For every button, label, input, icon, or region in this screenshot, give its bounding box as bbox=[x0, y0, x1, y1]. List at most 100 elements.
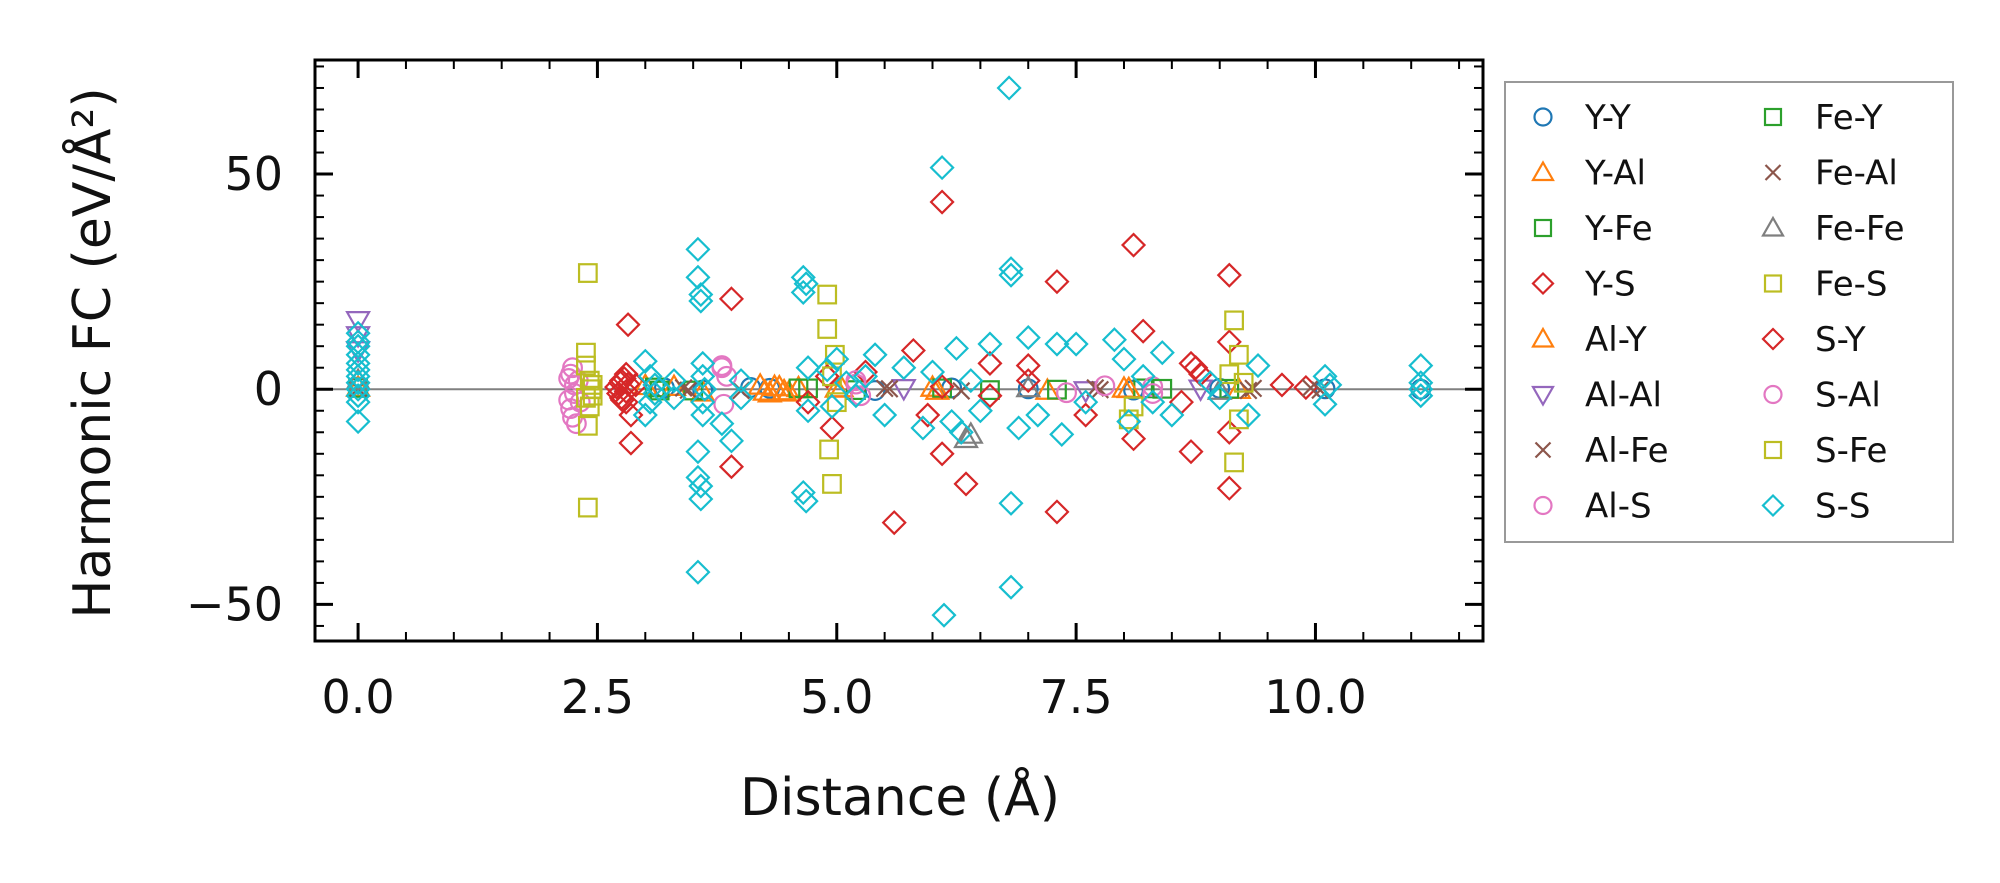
legend-item-fe-y: Fe-Y bbox=[1763, 98, 1883, 138]
legend-label: Al-S bbox=[1585, 487, 1652, 527]
legend-marker bbox=[1531, 326, 1555, 348]
data-point bbox=[872, 402, 898, 428]
data-point bbox=[953, 425, 979, 449]
data-point bbox=[1044, 331, 1070, 357]
data-point bbox=[615, 312, 641, 338]
data-point bbox=[577, 497, 598, 518]
legend-label: Fe-Y bbox=[1815, 98, 1883, 138]
data-point bbox=[1197, 370, 1223, 396]
data-point bbox=[952, 381, 971, 400]
data-point bbox=[819, 393, 845, 420]
data-point bbox=[661, 385, 687, 411]
data-point bbox=[582, 385, 603, 406]
data-point bbox=[1130, 318, 1156, 344]
data-point bbox=[862, 342, 888, 368]
data-point bbox=[967, 398, 993, 424]
legend-label: S-Y bbox=[1815, 320, 1866, 360]
data-point bbox=[880, 379, 899, 398]
data-point bbox=[1121, 426, 1147, 452]
data-point bbox=[977, 350, 1003, 376]
data-point bbox=[1073, 402, 1099, 428]
data-point bbox=[1017, 378, 1039, 400]
data-point bbox=[615, 371, 641, 397]
data-point bbox=[939, 408, 965, 435]
data-point bbox=[1183, 355, 1209, 381]
data-point bbox=[817, 319, 838, 339]
data-point bbox=[957, 421, 984, 444]
data-point bbox=[576, 355, 596, 376]
data-point bbox=[1094, 375, 1116, 397]
x-tick-label: 5.0 bbox=[800, 670, 873, 724]
legend-label: Y-S bbox=[1584, 265, 1636, 305]
legend-item-al-fe: Al-Fe bbox=[1534, 431, 1669, 471]
legend-marker bbox=[1533, 107, 1553, 127]
data-point bbox=[1235, 402, 1261, 428]
legend-label: S-Fe bbox=[1815, 431, 1887, 471]
data-point bbox=[1149, 340, 1175, 366]
data-point bbox=[1015, 325, 1041, 351]
legend-item-y-al: Y-Al bbox=[1531, 154, 1646, 194]
series-al-y bbox=[752, 373, 1142, 401]
legend-item-fe-s: Fe-S bbox=[1763, 265, 1887, 305]
data-point bbox=[345, 357, 371, 383]
data-point bbox=[1408, 383, 1434, 409]
data-point bbox=[632, 348, 658, 374]
legend-item-fe-fe: Fe-Fe bbox=[1761, 209, 1905, 249]
data-point bbox=[728, 368, 754, 394]
legend-label: Y-Fe bbox=[1584, 209, 1653, 249]
legend-label: Fe-Al bbox=[1815, 154, 1898, 194]
data-point bbox=[795, 355, 821, 381]
legend-item-s-y: S-Y bbox=[1761, 320, 1866, 360]
data-point bbox=[1311, 381, 1330, 400]
data-point bbox=[1130, 363, 1156, 389]
plot-area bbox=[313, 58, 1485, 643]
data-point bbox=[845, 370, 867, 392]
series-y-s bbox=[608, 189, 1319, 536]
data-point bbox=[688, 486, 714, 512]
data-point bbox=[685, 264, 711, 290]
legend-label: Fe-S bbox=[1815, 265, 1887, 305]
legend-item-al-s: Al-S bbox=[1533, 487, 1652, 527]
data-point bbox=[1178, 439, 1204, 465]
legend-item-y-s: Y-S bbox=[1531, 265, 1636, 305]
data-point bbox=[718, 454, 745, 480]
data-point bbox=[824, 346, 850, 372]
data-point bbox=[929, 441, 955, 467]
data-point bbox=[685, 559, 711, 585]
data-point bbox=[577, 415, 598, 436]
data-point bbox=[1245, 353, 1271, 379]
data-point bbox=[618, 430, 644, 456]
legend-marker bbox=[1531, 271, 1555, 296]
legend-item-y-fe: Y-Fe bbox=[1533, 209, 1653, 249]
legend-marker bbox=[1763, 274, 1783, 293]
data-point bbox=[1312, 363, 1338, 389]
data-point bbox=[924, 377, 951, 400]
legend-marker bbox=[1763, 384, 1783, 405]
data-point bbox=[345, 389, 371, 415]
legend-item-s-s: S-S bbox=[1761, 487, 1870, 527]
data-point bbox=[910, 415, 936, 441]
y-axis: −50 0 50 bbox=[186, 65, 1483, 631]
data-point bbox=[709, 411, 735, 437]
data-point bbox=[929, 155, 955, 181]
data-point bbox=[609, 387, 635, 413]
data-point bbox=[850, 385, 872, 407]
data-point bbox=[718, 428, 745, 454]
data-point bbox=[752, 378, 778, 401]
data-point bbox=[931, 602, 957, 628]
data-point bbox=[637, 389, 663, 415]
data-point bbox=[943, 335, 969, 361]
data-point bbox=[345, 311, 371, 334]
legend-marker bbox=[1533, 218, 1553, 238]
legend-marker bbox=[1531, 160, 1555, 182]
data-point bbox=[1015, 368, 1041, 394]
data-point bbox=[996, 75, 1022, 101]
data-point bbox=[1216, 475, 1242, 501]
data-point bbox=[345, 383, 371, 409]
legend-item-y-y: Y-Y bbox=[1533, 98, 1631, 138]
data-point bbox=[642, 380, 668, 407]
data-point bbox=[915, 402, 941, 428]
data-point bbox=[747, 372, 774, 395]
x-axis: 0.0 2.5 5.0 7.5 10.0 bbox=[322, 60, 1461, 724]
data-point bbox=[1025, 402, 1051, 428]
